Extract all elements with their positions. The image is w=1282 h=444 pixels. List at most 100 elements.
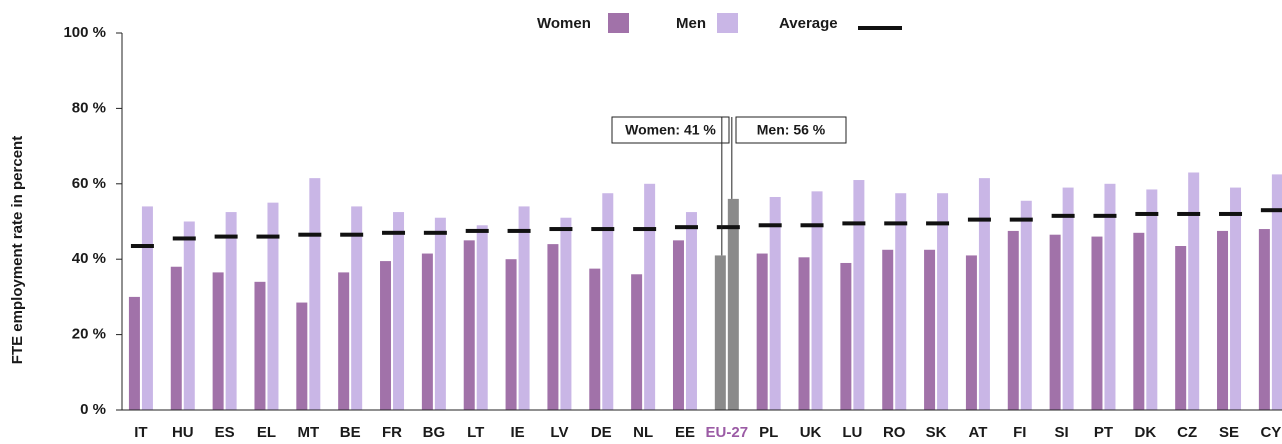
bar [937,193,949,410]
average-mark [884,221,908,226]
bar [714,255,726,410]
bar [296,302,308,410]
bar [254,281,266,410]
average-mark [256,234,280,239]
average-mark [423,230,447,235]
legend-swatch [608,13,629,33]
bar [1271,174,1282,410]
x-tick-label: EL [257,424,276,441]
x-tick-label: BG [423,424,446,441]
bar [434,217,446,410]
y-tick-label: 60 % [72,175,106,192]
x-tick-label: DE [591,424,612,441]
bar [672,240,684,410]
x-tick-label: LV [550,424,568,441]
bar [1049,234,1061,410]
y-tick-label: 100 % [63,24,106,41]
x-tick-label: UK [800,424,822,441]
average-mark [172,236,196,241]
legend-label: Women [537,15,591,32]
average-mark [1093,213,1117,218]
average-mark [1009,217,1033,222]
average-mark [214,234,238,239]
y-tick-label: 0 % [80,401,106,418]
x-tick-label: PT [1094,424,1113,441]
annotation-box [735,116,847,144]
average-mark [674,225,698,230]
bar [338,272,350,410]
x-tick-label: SE [1219,424,1239,441]
bar [309,178,321,410]
x-tick-label: SI [1055,424,1069,441]
average-mark [1135,211,1159,216]
bar [840,262,852,410]
bar [644,183,656,410]
x-tick-label: EU-27 [706,424,749,441]
annotation-box [611,116,730,144]
bar [1188,172,1200,410]
average-mark [716,225,740,230]
bar [1258,229,1270,410]
average-mark [1260,208,1282,213]
average-mark [130,244,154,249]
bar [1146,189,1158,410]
bar [631,274,643,410]
bar [1175,246,1187,410]
average-mark [926,221,950,226]
legend-swatch [717,13,738,33]
bar [769,196,781,410]
average-mark [591,227,615,232]
x-tick-label: LU [842,424,862,441]
bar [1062,187,1074,410]
bar [1133,232,1145,410]
x-tick-label: FI [1013,424,1026,441]
legend-label: Men [676,15,706,32]
legend-label: Average [779,15,838,32]
bar [170,266,182,410]
y-axis-label: FTE employment rate in percent [9,136,26,364]
bar [882,249,894,410]
bar [589,268,601,410]
bar [895,193,907,410]
bar [756,253,768,410]
x-tick-label: IE [510,424,524,441]
bar [1020,200,1032,410]
bar [853,180,865,410]
x-tick-label: ES [215,424,235,441]
bar [267,202,279,410]
bar [1230,187,1242,410]
x-tick-label: DK [1134,424,1156,441]
average-mark [382,230,406,235]
y-tick-label: 20 % [72,326,106,343]
bar [141,206,153,410]
bar [476,225,488,410]
bar [798,257,810,410]
bar [727,198,739,410]
annotation: Women: 41 % [625,122,716,138]
average-mark [1177,211,1201,216]
bar [518,206,530,410]
bar [1007,230,1019,410]
x-tick-label: CY [1260,424,1281,441]
average-mark [758,223,782,228]
bar [811,191,823,410]
average-mark [800,223,824,228]
bar [1091,236,1103,410]
bar [924,249,936,410]
average-mark [967,217,991,222]
x-tick-label: NL [633,424,653,441]
x-tick-label: FR [382,424,402,441]
average-mark [633,227,657,232]
average-mark [1051,213,1075,218]
x-tick-label: PL [759,424,778,441]
bar [1217,230,1229,410]
bar [380,261,392,410]
bar [212,272,224,410]
legend-swatch [858,26,902,30]
bar [128,296,140,410]
bar [225,212,237,410]
bar [602,193,614,410]
x-tick-label: CZ [1177,424,1197,441]
